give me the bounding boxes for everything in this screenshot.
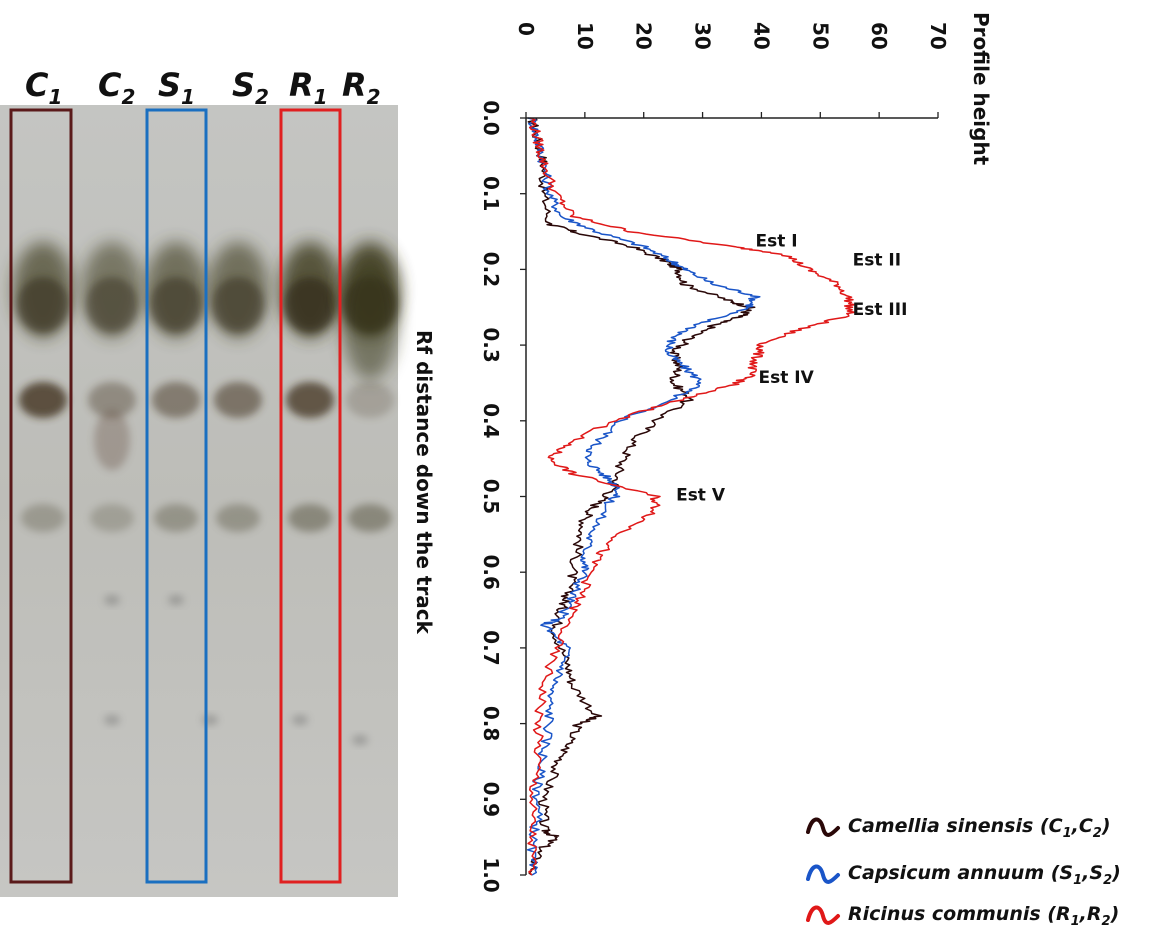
- x-tick-label: 60: [867, 22, 891, 50]
- lane-label-r1: R1: [289, 66, 328, 109]
- series-line-r: [527, 117, 856, 876]
- gel-band: [342, 260, 398, 380]
- gel-band: [90, 504, 134, 532]
- gel-band: [284, 277, 336, 333]
- y-tick-label: 0.8: [479, 706, 503, 741]
- lane-box-r1: [279, 108, 342, 884]
- series-line-s: [526, 117, 761, 876]
- gel-band: [286, 382, 334, 418]
- gel-spot: [168, 595, 184, 605]
- annotation-label: Est III: [853, 300, 908, 320]
- gel-spot: [104, 595, 120, 605]
- annotation-label: Est II: [853, 251, 901, 271]
- legend-label: Camellia sinensis (C1,C2): [848, 815, 1111, 841]
- y-ticks: 0.0 0.1 0.2 0.3 0.4 0.5 0.6 0.7 0.8 0.9 1.0: [479, 100, 526, 893]
- series-line-c: [527, 117, 756, 876]
- gel-band: [86, 277, 138, 333]
- legend-item-s: Capsicum annuum (S1,S2): [806, 862, 1121, 888]
- gel-band: [346, 382, 394, 418]
- gel-spot: [202, 715, 218, 725]
- y-tick-label: 0.4: [479, 403, 503, 438]
- x-tick-label: 20: [632, 22, 656, 50]
- legend: Camellia sinensis (C1,C2) Capsicum annuum…: [806, 815, 1121, 929]
- y-tick-label: 0.3: [479, 327, 503, 362]
- x-tick-label: 30: [691, 22, 715, 50]
- gel-band: [150, 277, 202, 333]
- gel-band: [214, 382, 262, 418]
- x-ticks: 0 10 20 30 40 50 60 70: [514, 22, 950, 118]
- legend-swatch: [806, 905, 840, 925]
- y-tick-label: 0.7: [479, 630, 503, 665]
- lane-label-s1: S1: [158, 66, 195, 109]
- legend-item-r: Ricinus communis (R1,R2): [806, 903, 1119, 929]
- gel-band: [19, 382, 67, 418]
- x-axis-title: Profile height: [969, 12, 993, 166]
- y-tick-label: 0.9: [479, 782, 503, 817]
- legend-swatch: [806, 817, 840, 837]
- gel-band: [152, 382, 200, 418]
- legend-item-c: Camellia sinensis (C1,C2): [806, 815, 1111, 841]
- annotation-label: Est V: [676, 485, 726, 505]
- lane-label-s2: S2: [232, 66, 269, 109]
- x-tick-label: 10: [573, 22, 597, 50]
- gel-spot: [104, 715, 120, 725]
- y-tick-label: 0.6: [479, 554, 503, 589]
- y-tick-label: 0.5: [479, 479, 503, 514]
- gel-bands: [13, 242, 400, 745]
- gel-spot: [352, 735, 368, 745]
- gel-photo: C1 C2 S1 S2 R1 R2: [0, 66, 400, 897]
- lane-label-r2: R2: [342, 66, 381, 109]
- legend-label: Ricinus communis (R1,R2): [848, 903, 1119, 929]
- gel-band: [21, 504, 65, 532]
- y-tick-label: 1.0: [479, 857, 503, 892]
- annotation-label: Est IV: [758, 368, 814, 388]
- lane-box-s1: [145, 108, 208, 884]
- gel-band: [212, 277, 264, 333]
- legend-swatch: [806, 864, 840, 884]
- gel-band: [288, 504, 332, 532]
- gel-band: [154, 504, 198, 532]
- x-tick-label: 0: [514, 22, 538, 36]
- gel-band: [216, 504, 260, 532]
- gel-background: [0, 105, 398, 897]
- gel-band: [94, 410, 130, 470]
- lane-label-c2: C2: [98, 66, 135, 109]
- profile-chart: 0 10 20 30 40 50 60 70 0.0 0.1 0.2 0.3 0.4 0.5 0.6 0.7…: [412, 12, 993, 893]
- gel-band: [88, 382, 136, 418]
- lane-labels: C1 C2 S1 S2 R1 R2: [25, 66, 381, 109]
- chart-series: [526, 117, 856, 876]
- lane-label-c1: C1: [25, 66, 62, 109]
- lane-box-c1: [9, 108, 73, 884]
- x-tick-label: 50: [808, 22, 832, 50]
- x-tick-label: 40: [749, 22, 773, 50]
- y-tick-label: 0.1: [479, 176, 503, 211]
- annotation-label: Est I: [756, 232, 798, 252]
- y-axis-title: Rf distance down the track: [412, 330, 436, 635]
- x-tick-label: 70: [926, 22, 950, 50]
- annotations: Est I Est II Est III Est IV Est V: [676, 232, 907, 506]
- gel-band: [17, 277, 69, 333]
- y-tick-label: 0.0: [479, 100, 503, 135]
- y-tick-label: 0.2: [479, 252, 503, 287]
- gel-spot: [292, 715, 308, 725]
- gel-band: [348, 504, 392, 532]
- legend-label: Capsicum annuum (S1,S2): [848, 862, 1121, 888]
- lane-boxes: [9, 108, 342, 884]
